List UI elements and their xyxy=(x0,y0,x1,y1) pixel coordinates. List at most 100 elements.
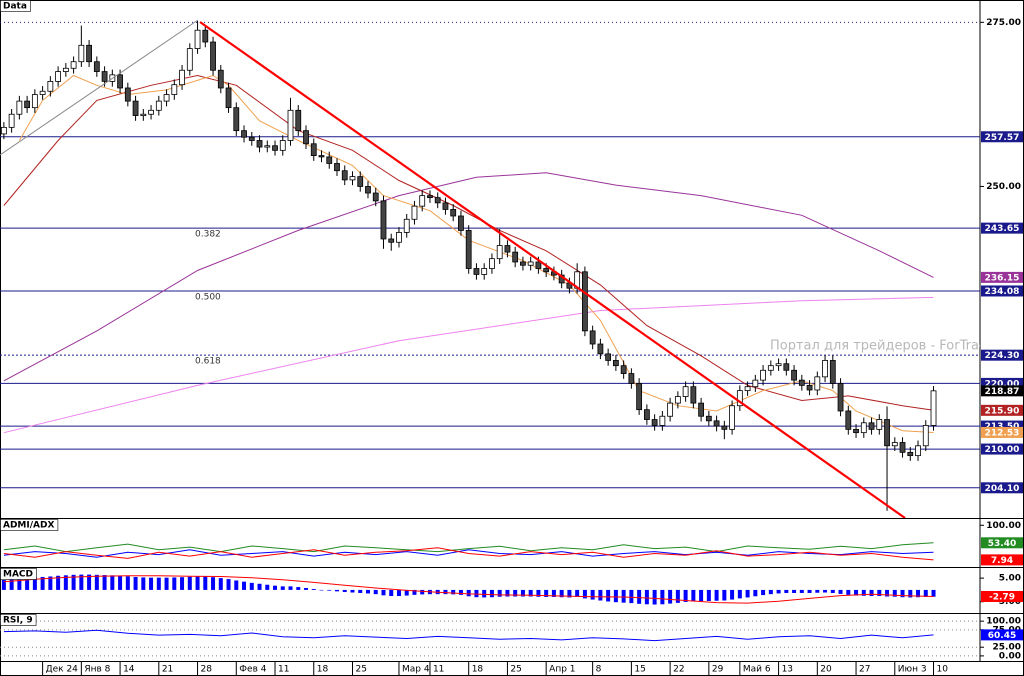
histogram-bar xyxy=(505,589,510,597)
candle-body xyxy=(442,202,449,210)
value-badge-label: 212.53 xyxy=(985,428,1020,438)
candle-body xyxy=(210,41,216,71)
value-badge xyxy=(981,590,1023,602)
y-tick-label: 275.00 xyxy=(986,18,1021,28)
histogram-bar xyxy=(373,589,378,595)
x-tick-label: 29 xyxy=(712,665,724,675)
candle-body xyxy=(55,71,62,82)
y-tick-label: 0.00 xyxy=(999,651,1021,661)
candle-body xyxy=(86,44,92,63)
value-badge xyxy=(981,482,1023,494)
histogram-bar xyxy=(358,589,363,593)
histogram-bar xyxy=(497,589,502,597)
candle-body xyxy=(287,109,294,141)
candle-body xyxy=(0,126,7,135)
panel-title: RSI, 9 xyxy=(3,616,33,626)
x-tick-label: 11 xyxy=(433,665,444,675)
plot-area: 0.382 0.500 0.618 Портал для трейдеров - Fo… xyxy=(0,21,980,511)
value-badge xyxy=(981,377,1023,389)
candle-body xyxy=(582,271,588,332)
candle-body xyxy=(690,386,697,404)
histogram-bar xyxy=(63,575,68,590)
histogram-bar xyxy=(489,589,494,598)
candle-body xyxy=(241,130,247,138)
candle-body xyxy=(837,383,844,412)
candle-body xyxy=(357,176,364,187)
value-badge-label: 204.10 xyxy=(985,484,1020,494)
histogram-bar xyxy=(79,574,84,590)
histogram-bar xyxy=(559,589,564,598)
candle-body xyxy=(907,451,914,457)
histogram-bar xyxy=(869,589,874,597)
histogram-bar xyxy=(551,589,556,597)
candle-body xyxy=(698,402,705,417)
histogram-bar xyxy=(877,589,882,597)
x-tick-label: Мар 4 xyxy=(402,665,430,675)
histogram-bar xyxy=(141,577,146,590)
value-badge xyxy=(981,385,1023,397)
candle-body xyxy=(419,195,426,207)
panel-title-box xyxy=(0,568,37,580)
series-line xyxy=(3,172,934,382)
histogram-bar xyxy=(714,589,719,601)
candle-body xyxy=(915,445,921,457)
y-tick-label: 5.00 xyxy=(999,574,1021,584)
candle-body xyxy=(636,383,643,411)
histogram-bar xyxy=(761,589,766,596)
panel-title-box xyxy=(0,0,31,12)
histogram-bar xyxy=(187,576,192,590)
candle-body xyxy=(520,261,526,266)
histogram-bar xyxy=(195,576,200,590)
histogram-bar xyxy=(823,589,828,593)
x-tick-label: 14 xyxy=(123,665,135,675)
x-tick-label: 25 xyxy=(510,665,521,675)
panel-title-box xyxy=(0,519,59,531)
x-tick-label: Янв 8 xyxy=(84,665,110,675)
value-badge-label: 7.94 xyxy=(991,556,1013,566)
candle-body xyxy=(806,384,813,391)
histogram-bar xyxy=(613,589,618,603)
value-badge xyxy=(981,426,1023,438)
value-badge-label: 236.15 xyxy=(985,273,1020,283)
histogram-bar xyxy=(242,581,247,590)
candle-body xyxy=(117,74,123,89)
histogram-bar xyxy=(606,589,611,602)
series-line xyxy=(3,542,934,553)
candle-body xyxy=(349,176,356,181)
candle-body xyxy=(233,107,240,132)
x-tick-label: 18 xyxy=(317,665,329,675)
histogram-bar xyxy=(768,589,773,595)
candle-body xyxy=(132,100,139,116)
plot-area xyxy=(0,620,980,657)
x-tick-label: Дек 24 xyxy=(46,665,79,675)
y-tick-label: 100.00 xyxy=(986,617,1021,627)
candle-body xyxy=(713,420,720,427)
value-badge xyxy=(981,131,1023,143)
candle-body xyxy=(372,192,379,202)
histogram-bar xyxy=(737,589,742,599)
histogram-bar xyxy=(582,589,587,599)
histogram-bar xyxy=(830,589,835,593)
histogram-bar xyxy=(180,577,185,590)
histogram-bar xyxy=(218,578,223,590)
histogram-bar xyxy=(334,589,339,592)
candle-body xyxy=(473,268,480,275)
histogram-bar xyxy=(319,589,324,591)
panel-title: ADMI/ADX xyxy=(3,521,54,531)
histogram-bar xyxy=(389,589,394,597)
histogram-bar xyxy=(249,582,254,590)
candle-body xyxy=(829,360,836,384)
value-badge xyxy=(981,554,1023,566)
fib-label: 0.618 xyxy=(195,357,221,367)
candle-body xyxy=(155,100,162,111)
candle-body xyxy=(605,353,612,361)
histogram-bar xyxy=(482,589,487,598)
series-line xyxy=(3,549,934,558)
candle-body xyxy=(767,365,774,371)
candle-body xyxy=(411,205,418,220)
candle-body xyxy=(783,363,790,371)
histogram-bar xyxy=(40,576,45,590)
value-badge xyxy=(981,629,1023,641)
candle-body xyxy=(752,379,759,388)
histogram-bar xyxy=(288,586,293,590)
